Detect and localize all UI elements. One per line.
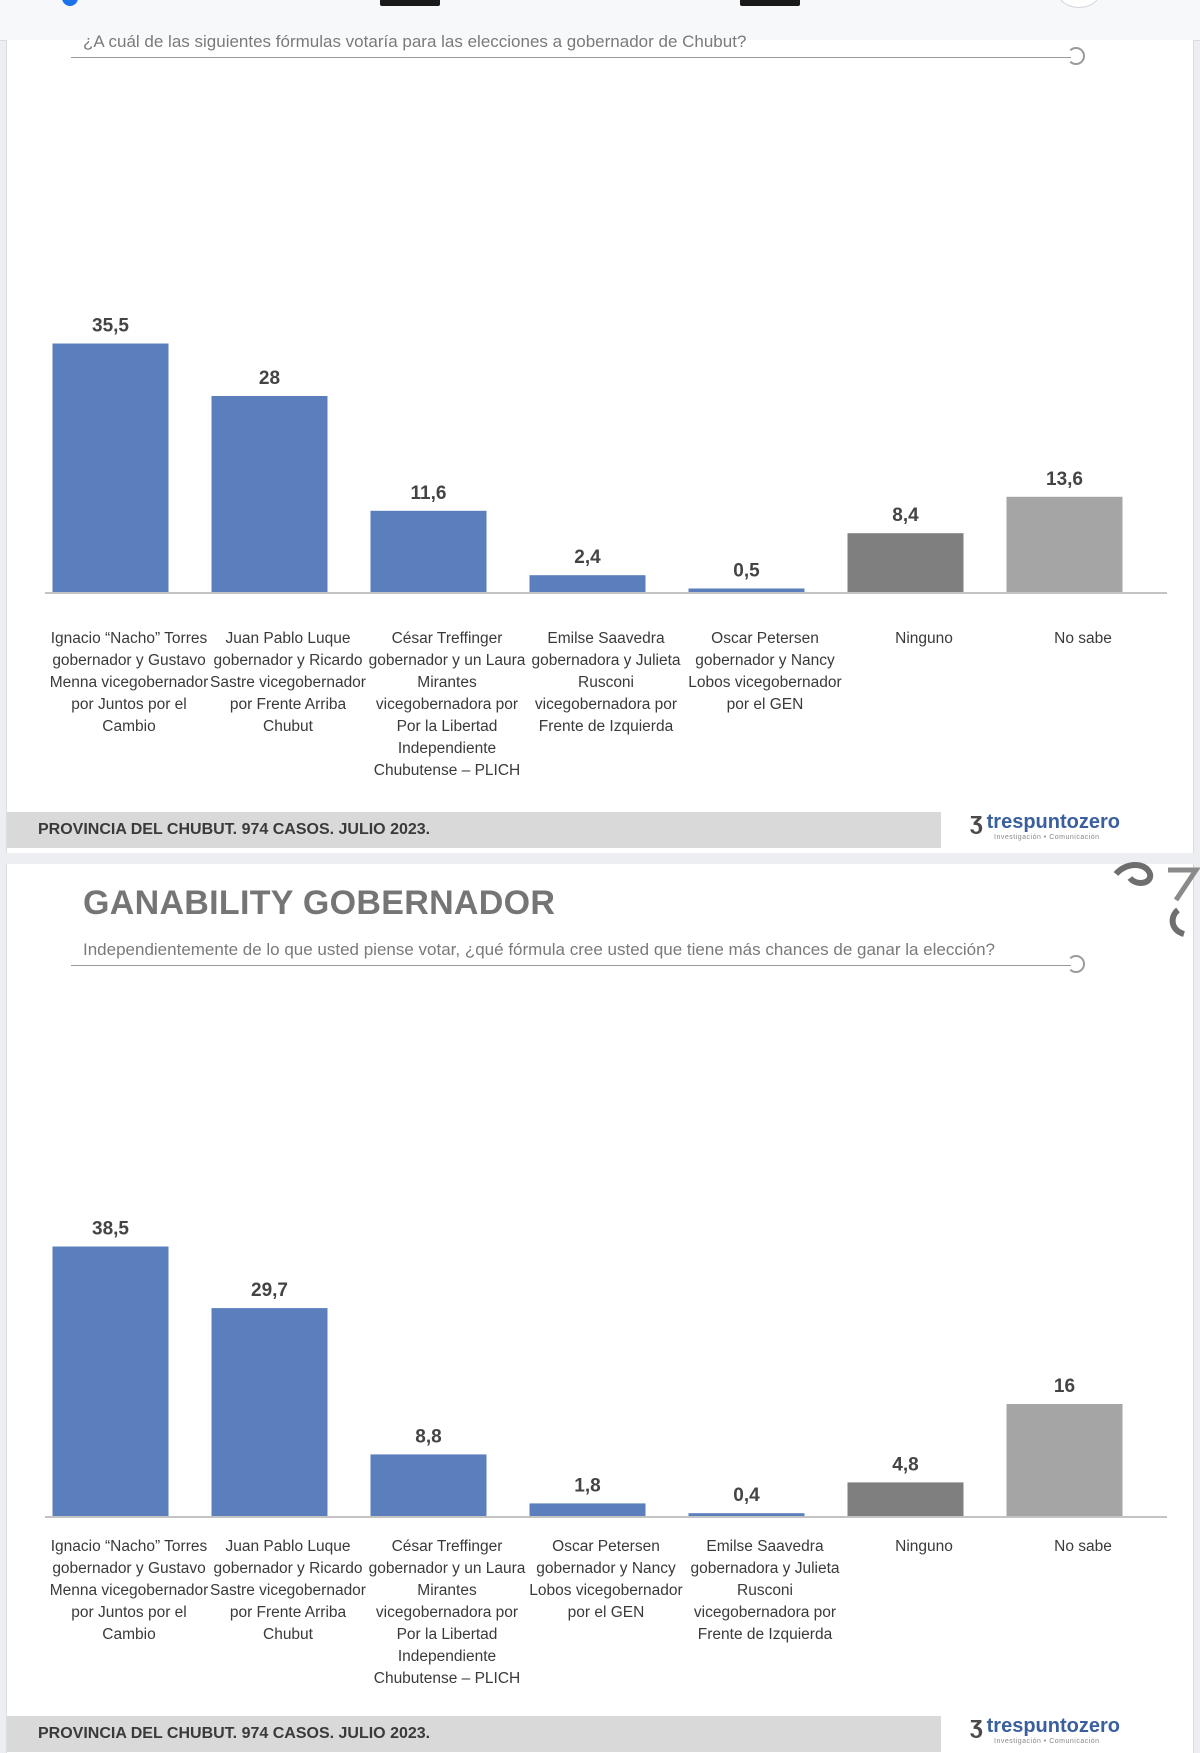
- category-label: César Treffinger gobernador y un Laura M…: [368, 1538, 526, 1687]
- bar: [529, 1503, 646, 1516]
- category-label: Oscar Petersen gobernador y Nancy Lobos …: [688, 630, 842, 713]
- menu-circle-icon[interactable]: [1058, 0, 1100, 8]
- category-label: No sabe: [1054, 1538, 1112, 1555]
- category-label: Ninguno: [895, 1538, 953, 1555]
- bar: [529, 575, 646, 592]
- bar: [211, 1308, 328, 1516]
- survey-question: ¿A cuál de las siguientes fórmulas votar…: [83, 32, 747, 51]
- curl-icon: [1067, 47, 1085, 65]
- bar: [370, 1454, 487, 1516]
- footer-source: PROVINCIA DEL CHUBUT. 974 CASOS. JULIO 2…: [38, 821, 431, 838]
- question-underline: [71, 57, 1071, 58]
- category-label: Juan Pablo Luque gobernador y Ricardo Sa…: [210, 1538, 366, 1643]
- bar-chart-voting-intention: 35,5 28 11,6 2,4 0,5 8,4 13,6: [45, 316, 1167, 594]
- data-label: 0,4: [733, 1485, 760, 1506]
- location-dot-icon: [62, 0, 78, 6]
- notch-right-icon: [740, 0, 800, 6]
- curl-icon: [1067, 955, 1085, 973]
- data-label: 38,5: [92, 1219, 129, 1240]
- category-label: Ignacio “Nacho” Torres gobernador y Gust…: [49, 630, 209, 735]
- category-label: César Treffinger gobernador y un Laura M…: [368, 630, 526, 779]
- brand-logo: ʒ trespuntozero Investigación • Comunicac…: [970, 1712, 1140, 1745]
- brand-name: trespuntozero: [986, 1714, 1120, 1737]
- data-label: 8,8: [415, 1426, 441, 1447]
- bar-chart-ganability: 38,5 29,7 8,8 1,8 0,4 4,8 16: [45, 1219, 1167, 1518]
- bar: [52, 343, 169, 592]
- brand-tagline: Investigación • Comunicación: [994, 1738, 1100, 1745]
- category-label: No sabe: [1054, 630, 1112, 647]
- footer-band: PROVINCIA DEL CHUBUT. 974 CASOS. JULIO 2…: [7, 812, 941, 848]
- brand-name: trespuntozero: [986, 810, 1120, 833]
- data-label: 4,8: [892, 1454, 918, 1475]
- category-label: Ignacio “Nacho” Torres gobernador y Gust…: [49, 1538, 209, 1643]
- bar: [847, 533, 964, 592]
- bar: [688, 1513, 805, 1516]
- category-label: Juan Pablo Luque gobernador y Ricardo Sa…: [210, 630, 366, 735]
- bar: [211, 396, 328, 592]
- footer-source: PROVINCIA DEL CHUBUT. 974 CASOS. JULIO 2…: [38, 1725, 431, 1742]
- bar: [1006, 1404, 1123, 1516]
- slide-ganability: GANABILITY GOBERNADOR Independientemente…: [6, 864, 1194, 1753]
- category-label: Emilse Saavedra gobernadora y Julieta Ru…: [690, 1538, 840, 1643]
- question-underline: [71, 965, 1071, 966]
- data-label: 35,5: [92, 316, 129, 337]
- data-label: 29,7: [251, 1280, 288, 1301]
- notch-left-icon: [380, 0, 440, 6]
- slide-voting-intention: ¿A cuál de las siguientes fórmulas votar…: [6, 32, 1194, 853]
- brand-logo: ʒ trespuntozero Investigación • Comunicac…: [970, 808, 1140, 841]
- data-label: 28: [259, 368, 280, 389]
- survey-question: Independientemente de lo que usted piens…: [83, 940, 995, 959]
- brand-mark-icon: ʒ: [970, 808, 983, 835]
- bar: [847, 1482, 964, 1516]
- data-label: 13,6: [1046, 469, 1083, 490]
- page-title: GANABILITY GOBERNADOR: [83, 884, 556, 922]
- bar: [52, 1246, 169, 1516]
- brand-mark-icon: ʒ: [970, 1712, 983, 1739]
- data-label: 2,4: [574, 547, 601, 568]
- data-label: 11,6: [411, 483, 447, 504]
- data-label: 0,5: [733, 561, 760, 582]
- footer-band: PROVINCIA DEL CHUBUT. 974 CASOS. JULIO 2…: [7, 1716, 941, 1752]
- category-label: Emilse Saavedra gobernadora y Julieta Ru…: [531, 630, 681, 735]
- bar: [370, 510, 487, 592]
- data-label: 16: [1054, 1376, 1075, 1397]
- category-label: Oscar Petersen gobernador y Nancy Lobos …: [529, 1538, 683, 1621]
- bar: [688, 588, 805, 592]
- data-label: 1,8: [574, 1475, 600, 1496]
- data-label: 8,4: [892, 505, 919, 526]
- bar: [1006, 496, 1123, 592]
- category-label: Ninguno: [895, 630, 953, 647]
- brand-tagline: Investigación • Comunicación: [994, 834, 1100, 841]
- corner-logo-icon: [1113, 862, 1200, 937]
